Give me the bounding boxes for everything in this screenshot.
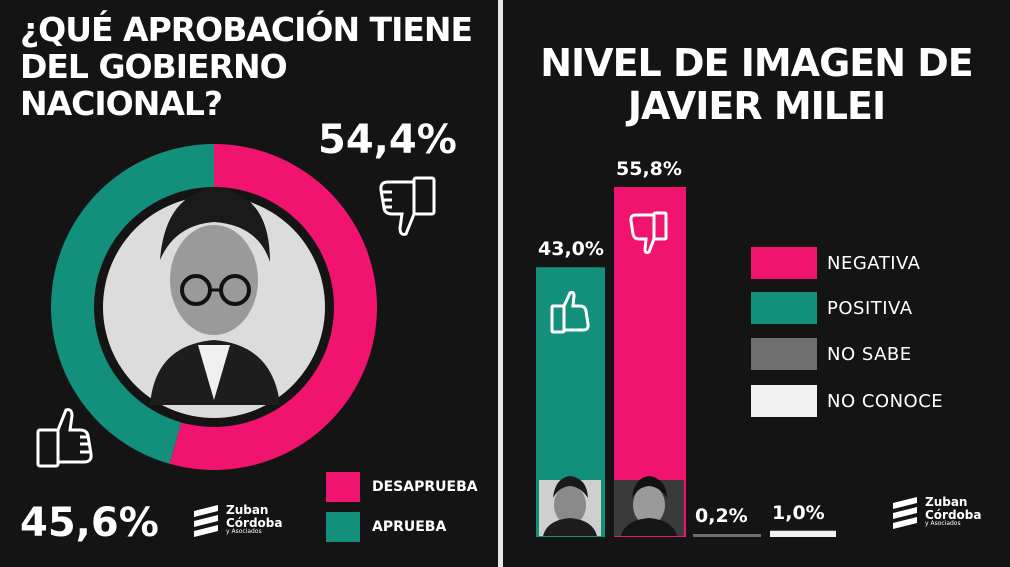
approval-panel: ¿QUÉ APROBACIÓN TIENE DEL GOBIERNO NACIO… bbox=[0, 0, 498, 567]
approval-title: ¿QUÉ APROBACIÓN TIENE DEL GOBIERNO NACIO… bbox=[20, 10, 473, 123]
legend-label-no-sabe: NO SABE bbox=[827, 343, 912, 365]
legend-swatch-aprueba bbox=[326, 512, 360, 542]
legend-swatch-positiva bbox=[751, 292, 817, 324]
logo-line-2: Córdoba bbox=[925, 507, 982, 522]
legend-desaprueba: DESAPRUEBA bbox=[326, 472, 478, 502]
legend-aprueba: APRUEBA bbox=[326, 512, 446, 542]
bar-value-label-no-conoce: 1,0% bbox=[772, 501, 825, 524]
bar-value-label-positiva: 43,0% bbox=[538, 238, 604, 261]
legend-swatch-no-conoce bbox=[751, 385, 817, 417]
image-panel: NIVEL DE IMAGEN DE JAVIER MILEI 43,0% 55,… bbox=[503, 0, 1010, 567]
image-title-line-2: JAVIER MILEI bbox=[627, 83, 886, 128]
legend-no-conoce: NO CONOCE bbox=[751, 385, 943, 417]
logo-line-1: Zuban bbox=[925, 495, 968, 510]
legend-no-sabe: NO SABE bbox=[751, 338, 912, 370]
image-bar-chart bbox=[536, 187, 836, 537]
legend-label-desaprueba: DESAPRUEBA bbox=[372, 479, 478, 495]
desaprueba-percentage: 54,4% bbox=[318, 117, 457, 163]
image-title-line-1: NIVEL DE IMAGEN DE bbox=[540, 41, 974, 85]
president-portrait bbox=[103, 188, 325, 418]
panel-divider bbox=[498, 0, 503, 567]
bar-no-sabe bbox=[693, 534, 761, 537]
logo-line-2: Córdoba bbox=[226, 515, 283, 530]
thumbs-up-icon bbox=[36, 408, 93, 468]
logo-line-3: y Asociados bbox=[226, 528, 262, 536]
logo-mark-icon bbox=[893, 497, 917, 529]
donut-slice-aprueba bbox=[50, 144, 215, 464]
legend-swatch-no-sabe bbox=[751, 338, 817, 370]
legend-label-negativa: NEGATIVA bbox=[827, 252, 921, 274]
aprueba-percentage: 45,6% bbox=[20, 500, 159, 546]
image-title: NIVEL DE IMAGEN DE JAVIER MILEI bbox=[503, 42, 1010, 127]
thumbs-down-icon bbox=[379, 176, 436, 236]
legend-label-positiva: POSITIVA bbox=[827, 297, 913, 319]
bar-no-conoce bbox=[770, 530, 836, 537]
legend-positiva: POSITIVA bbox=[751, 292, 913, 324]
donut-slice-desaprueba bbox=[169, 144, 377, 470]
legend-swatch-desaprueba bbox=[326, 472, 360, 502]
legend-negativa: NEGATIVA bbox=[751, 247, 920, 279]
logo-line-3: y Asociados bbox=[925, 520, 961, 528]
zuban-cordoba-logo: Zuban Córdoba y Asociados bbox=[889, 495, 982, 529]
logo-mark-icon bbox=[194, 505, 218, 537]
legend-swatch-negativa bbox=[751, 247, 817, 279]
thumbs-up-icon bbox=[550, 290, 590, 334]
portrait-positive bbox=[539, 476, 601, 536]
legend-label-aprueba: APRUEBA bbox=[372, 519, 447, 535]
logo-line-1: Zuban bbox=[226, 503, 269, 518]
thumbs-down-icon bbox=[629, 211, 668, 255]
approval-donut-chart bbox=[36, 144, 436, 470]
zuban-cordoba-logo: Zuban Córdoba y Asociados bbox=[190, 503, 283, 537]
bar-value-label-no-sabe: 0,2% bbox=[695, 505, 748, 527]
legend-label-no-conoce: NO CONOCE bbox=[827, 390, 944, 412]
portrait-negative bbox=[614, 476, 684, 536]
bar-value-label-negativa: 55,8% bbox=[616, 158, 682, 180]
